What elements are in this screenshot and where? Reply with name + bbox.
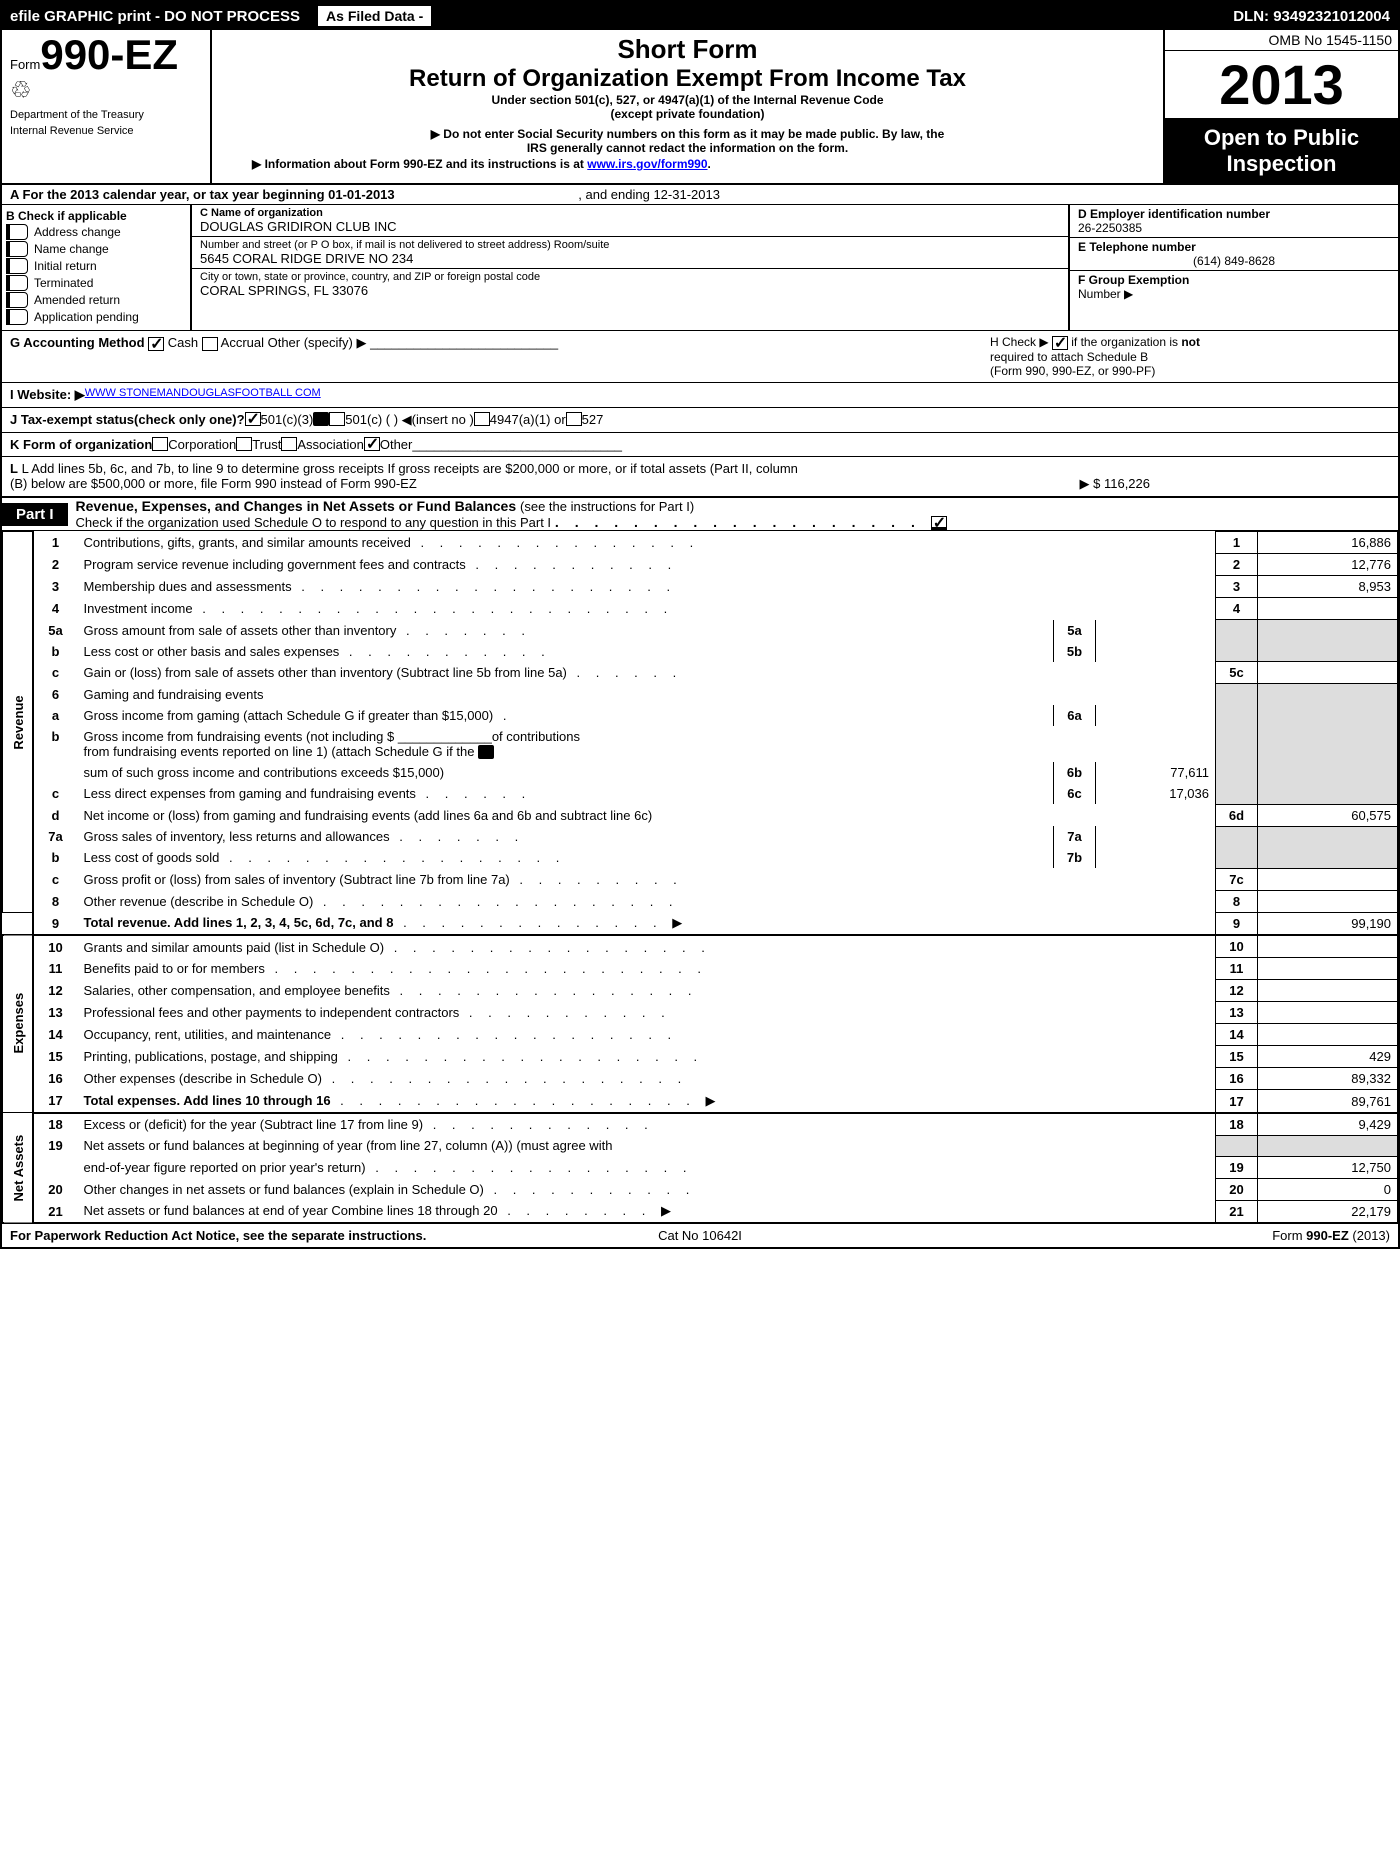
- amt-21: 22,179: [1258, 1200, 1398, 1223]
- amt-2: 12,776: [1258, 554, 1398, 576]
- amt-6d: 60,575: [1258, 804, 1398, 826]
- form-number: 990-EZ: [40, 31, 178, 78]
- col-b: B Check if applicable Address change Nam…: [2, 205, 192, 330]
- amt-18: 9,429: [1258, 1113, 1398, 1136]
- amt-5b: [1096, 641, 1216, 662]
- cb-corp[interactable]: [152, 437, 168, 451]
- cb-assoc[interactable]: [281, 437, 297, 451]
- return-title: Return of Organization Exempt From Incom…: [232, 65, 1143, 93]
- tax-year: 2013: [1165, 51, 1398, 119]
- cb-address-change[interactable]: [6, 224, 28, 240]
- part-i-label: Part I: [2, 503, 68, 526]
- row-j: J Tax-exempt status(check only one)? 501…: [2, 408, 1398, 433]
- cb-amended[interactable]: [6, 292, 28, 308]
- section-bf: B Check if applicable Address change Nam…: [2, 205, 1398, 331]
- ein-value: 26-2250385: [1078, 221, 1390, 235]
- street-address: 5645 CORAL RIDGE DRIVE NO 234: [200, 251, 1060, 266]
- info-line: ▶ Information about Form 990-EZ and its …: [232, 157, 1143, 171]
- cb-initial-return[interactable]: [6, 258, 28, 274]
- amt-20: 0: [1258, 1178, 1398, 1200]
- amt-4: [1258, 598, 1398, 620]
- side-expenses: Expenses: [3, 935, 33, 1113]
- cb-4947[interactable]: [474, 412, 490, 426]
- amt-7b: [1096, 847, 1216, 868]
- phone-value: (614) 849-8628: [1078, 254, 1390, 268]
- cb-name-change[interactable]: [6, 241, 28, 257]
- gross-receipts: ▶ $ 116,226: [1080, 476, 1390, 492]
- website-link[interactable]: WWW STONEMANDOUGLASFOOTBALL COM: [85, 387, 321, 403]
- amt-14: [1258, 1024, 1398, 1046]
- amt-6b: 77,611: [1096, 762, 1216, 783]
- top-bar: efile GRAPHIC print - DO NOT PROCESS As …: [2, 2, 1398, 30]
- lines-table: Revenue 1 Contributions, gifts, grants, …: [2, 531, 1398, 1224]
- subtitle-2: (except private foundation): [232, 107, 1143, 121]
- amt-17: 89,761: [1258, 1090, 1398, 1113]
- as-filed-box: As Filed Data -: [316, 6, 433, 26]
- cb-501c3[interactable]: [245, 412, 261, 426]
- amt-15: 429: [1258, 1046, 1398, 1068]
- amt-6c: 17,036: [1096, 783, 1216, 804]
- amt-9: 99,190: [1258, 912, 1398, 935]
- efile-label: efile GRAPHIC print - DO NOT PROCESS: [2, 8, 308, 25]
- amt-19: 12,750: [1258, 1156, 1398, 1178]
- col-c: C Name of organization DOUGLAS GRIDIRON …: [192, 205, 1068, 330]
- short-form-label: Short Form: [232, 34, 1143, 65]
- amt-7c: [1258, 868, 1398, 890]
- amt-7a: [1096, 826, 1216, 847]
- amt-1: 16,886: [1258, 532, 1398, 554]
- attach-icon-6b: [478, 745, 494, 759]
- form-prefix: Form: [10, 57, 40, 72]
- form-header: Form990-EZ ♲ Department of the Treasury …: [2, 30, 1398, 185]
- subtitle-1: Under section 501(c), 527, or 4947(a)(1)…: [232, 93, 1143, 107]
- footer: For Paperwork Reduction Act Notice, see …: [2, 1224, 1398, 1247]
- side-revenue: Revenue: [3, 532, 33, 913]
- warning-2: IRS generally cannot redact the informat…: [232, 141, 1143, 155]
- open-public: Open to Public Inspection: [1165, 119, 1398, 183]
- cb-accrual[interactable]: [202, 337, 218, 351]
- warning-1: ▶ Do not enter Social Security numbers o…: [232, 127, 1143, 141]
- row-g: G Accounting Method Cash Accrual Other (…: [2, 331, 1398, 383]
- cb-schedule-o[interactable]: [931, 516, 947, 530]
- amt-8: [1258, 890, 1398, 912]
- amt-16: 89,332: [1258, 1068, 1398, 1090]
- cb-527[interactable]: [566, 412, 582, 426]
- recycle-icon: ♲: [10, 76, 202, 105]
- cb-terminated[interactable]: [6, 275, 28, 291]
- footer-center: Cat No 10642I: [470, 1228, 930, 1243]
- cb-schedule-b[interactable]: [1052, 336, 1068, 350]
- cb-trust[interactable]: [236, 437, 252, 451]
- side-netassets: Net Assets: [3, 1113, 33, 1224]
- cb-pending[interactable]: [6, 309, 28, 325]
- amt-3: 8,953: [1258, 576, 1398, 598]
- amt-5c: [1258, 662, 1398, 684]
- irs-link[interactable]: www.irs.gov/form990: [587, 157, 707, 171]
- amt-13: [1258, 1002, 1398, 1024]
- dln-label: DLN: 93492321012004: [1233, 8, 1398, 25]
- row-a: A For the 2013 calendar year, or tax yea…: [2, 185, 1398, 205]
- footer-right: Form 990-EZ (2013): [930, 1228, 1390, 1243]
- omb-number: OMB No 1545-1150: [1165, 30, 1398, 51]
- row-l: L L Add lines 5b, 6c, and 7b, to line 9 …: [2, 457, 1398, 498]
- part-i-header: Part I Revenue, Expenses, and Changes in…: [2, 498, 1398, 531]
- amt-10: [1258, 935, 1398, 958]
- amt-12: [1258, 980, 1398, 1002]
- cb-501c[interactable]: [329, 412, 345, 426]
- cb-cash[interactable]: [148, 337, 164, 351]
- row-i: I Website: ▶ WWW STONEMANDOUGLASFOOTBALL…: [2, 383, 1398, 408]
- col-d: D Employer identification number 26-2250…: [1068, 205, 1398, 330]
- amt-11: [1258, 958, 1398, 980]
- row-k: K Form of organization Corporation Trust…: [2, 433, 1398, 457]
- amt-6a: [1096, 705, 1216, 726]
- amt-5a: [1096, 620, 1216, 641]
- dept-irs: Internal Revenue Service: [10, 125, 202, 137]
- dept-treasury: Department of the Treasury: [10, 109, 202, 121]
- org-name: DOUGLAS GRIDIRON CLUB INC: [200, 219, 1060, 234]
- city-state-zip: CORAL SPRINGS, FL 33076: [200, 283, 1060, 298]
- footer-left: For Paperwork Reduction Act Notice, see …: [10, 1228, 470, 1243]
- cb-other[interactable]: [364, 437, 380, 451]
- attach-icon: [313, 412, 329, 426]
